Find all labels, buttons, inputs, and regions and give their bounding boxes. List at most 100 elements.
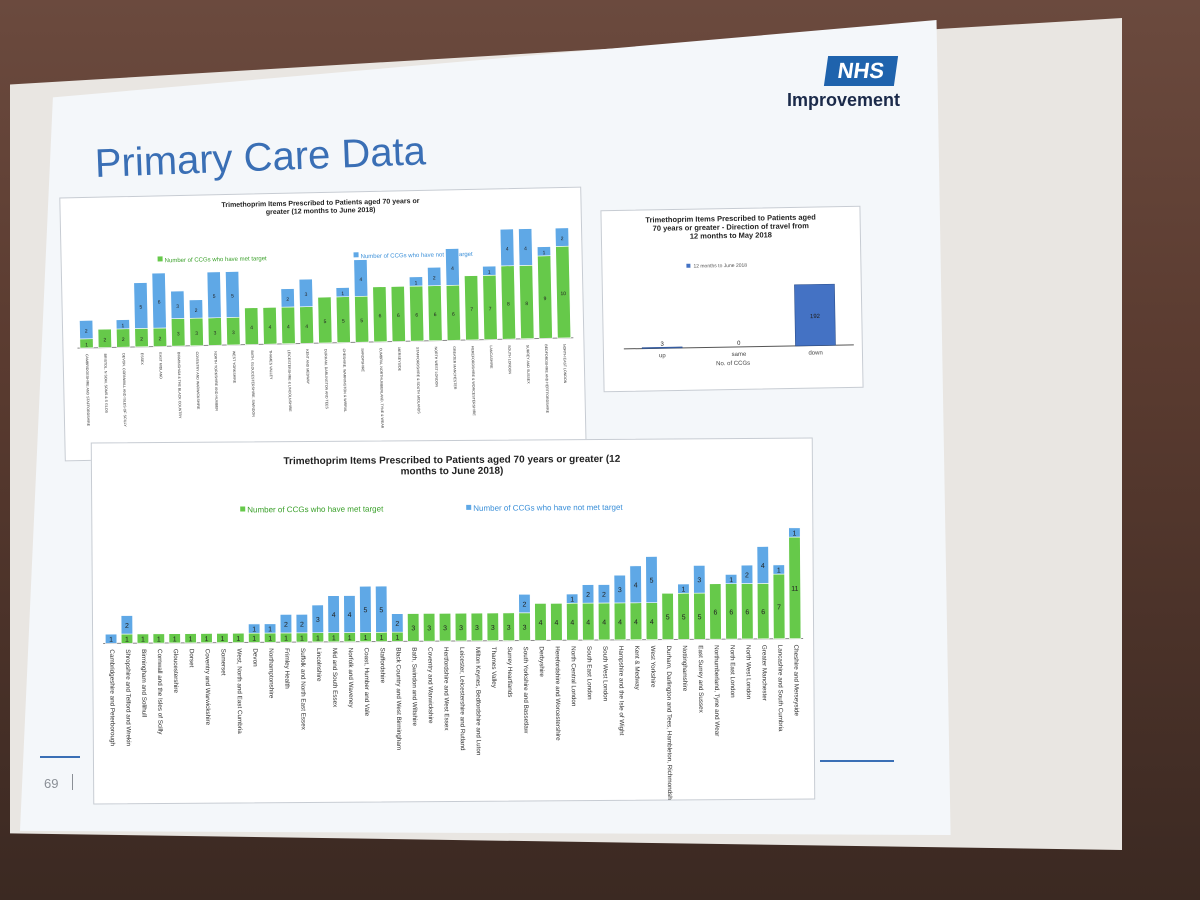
data-label-met: 1	[85, 342, 88, 348]
category-label: Hampshire and the Isle of Wight	[617, 646, 625, 736]
data-label-met: 8	[525, 301, 528, 307]
data-label-met: 1	[395, 635, 399, 642]
data-label-not-met: 1	[543, 250, 546, 256]
data-label-not-met: 3	[618, 587, 622, 594]
bar-not-met	[566, 593, 579, 604]
data-label-met: 1	[364, 635, 368, 642]
category-label: Nottinghamshire	[681, 645, 688, 691]
data-label-met: 1	[236, 636, 240, 643]
data-label-met: 6	[397, 313, 400, 319]
category-label: SOUTH LONDON	[507, 345, 512, 374]
category-label: Derbyshire	[538, 646, 545, 677]
bar-met	[423, 613, 436, 642]
nhs-logo: NHS	[823, 56, 899, 86]
category-label: LANCASHIRE	[489, 345, 493, 369]
bar-met	[390, 285, 406, 342]
bar-met	[317, 296, 333, 344]
bar-not-met	[248, 623, 261, 634]
data-label-met: 4	[634, 619, 638, 626]
bar-met	[454, 612, 468, 642]
category-label: BRISTOL, N SOM, SOMS & S GLOS	[103, 354, 108, 414]
category-label: Northamptonshire	[267, 648, 274, 699]
category-label: DEVON, CORNWALL AND ISLES OF SCILLY	[121, 353, 127, 427]
category-label: Durham, Darlington and Tees, Hambleton, …	[665, 645, 673, 803]
data-label-not-met: 5	[139, 305, 142, 311]
data-label-not-met: 2	[523, 602, 527, 609]
bar-met	[486, 612, 499, 642]
data-label-not-met: 1	[121, 323, 124, 329]
bar-not-met	[120, 615, 133, 635]
data-label-met: 3	[475, 625, 479, 632]
page-number: 69	[44, 776, 59, 791]
bar-met	[152, 633, 165, 644]
category-label: Coventry and Warwickshire	[426, 647, 434, 724]
data-label-not-met: 3	[697, 577, 701, 584]
data-label-met: 1	[157, 636, 161, 643]
category-label: Black Country and West Birmingham	[395, 647, 403, 750]
data-label-met: 1	[220, 636, 224, 643]
category-label: Hertfordshire and West Essex	[442, 647, 450, 731]
category-label: THAMES VALLEY	[268, 350, 273, 380]
legend-label-not-met: Number of CCGs who have not met target	[473, 503, 623, 513]
legend-label-met: Number of CCGs who have met target	[247, 504, 384, 514]
bar-met	[407, 613, 420, 642]
category-label: WEST YORKSHIRE	[232, 351, 237, 384]
data-label-met: 1	[380, 635, 384, 642]
data-label-met: 4	[554, 620, 558, 627]
category-label: North East London	[729, 645, 736, 698]
data-label-met: 5	[666, 614, 670, 621]
category-label: Kent & Medway	[633, 646, 640, 691]
bar-not-met	[482, 265, 497, 276]
data-label-met: 2	[103, 337, 106, 343]
bar-met	[200, 633, 213, 644]
bar-not-met	[725, 574, 738, 585]
data-label-not-met: 2	[284, 622, 288, 629]
bar-not-met	[295, 614, 308, 634]
category-label: North Central London	[569, 646, 576, 707]
bar-not-met	[427, 266, 442, 287]
data-label-not-met: 5	[213, 294, 216, 300]
category-label: Gloucestershire	[172, 649, 179, 694]
data-label-met: 3	[214, 330, 217, 336]
bar-not-met	[264, 623, 277, 634]
stp-stacked-bar-chart: Trimethoprim Items Prescribed to Patient…	[103, 454, 804, 841]
data-label-not-met: 3	[176, 304, 179, 310]
data-label-met: 2	[122, 337, 125, 343]
category-label: GREATER MANCHESTER	[452, 346, 457, 390]
category-label: same	[732, 352, 747, 358]
data-label-met: 4	[269, 325, 272, 331]
data-label-met: 1	[173, 636, 177, 643]
data-label-met: 4	[586, 620, 590, 627]
data-label-met: 1	[189, 636, 193, 643]
data-label-met: 1	[141, 637, 145, 644]
data-label-met: 6	[452, 312, 455, 318]
bar-not-met	[536, 246, 551, 257]
data-label-met: 3	[523, 625, 527, 632]
category-label: SHROPSHIRE	[360, 348, 365, 372]
data-label-met: 1	[284, 636, 288, 643]
data-label: 3	[660, 342, 664, 348]
data-label-not-met: 2	[195, 308, 198, 314]
data-label-not-met: 1	[268, 626, 272, 633]
data-label-not-met: 1	[570, 597, 574, 604]
legend-swatch-met	[157, 256, 163, 262]
category-label: Dorset	[188, 649, 195, 668]
bar-not-met	[645, 556, 658, 604]
bar-not-met	[445, 248, 460, 286]
category-label: South Yorkshire and Bassetlaw	[522, 646, 530, 733]
category-label: Greater Manchester	[760, 645, 767, 701]
data-label: 192	[810, 314, 821, 320]
organisation-name: Improvement	[786, 90, 900, 110]
bar-met	[262, 307, 278, 345]
data-label-met: 10	[560, 291, 566, 297]
category-label: Leicester, Leicestershire and Rutland	[458, 647, 466, 751]
data-label-met: 6	[415, 313, 418, 319]
data-label-met: 1	[348, 635, 352, 642]
bar-not-met	[597, 584, 611, 604]
bar-not-met	[581, 584, 595, 604]
data-label-met: 3	[459, 625, 463, 632]
bar-not-met	[499, 228, 515, 267]
data-label-met: 6	[729, 609, 733, 616]
data-label-not-met: 6	[158, 300, 161, 306]
bar-met	[661, 593, 674, 640]
